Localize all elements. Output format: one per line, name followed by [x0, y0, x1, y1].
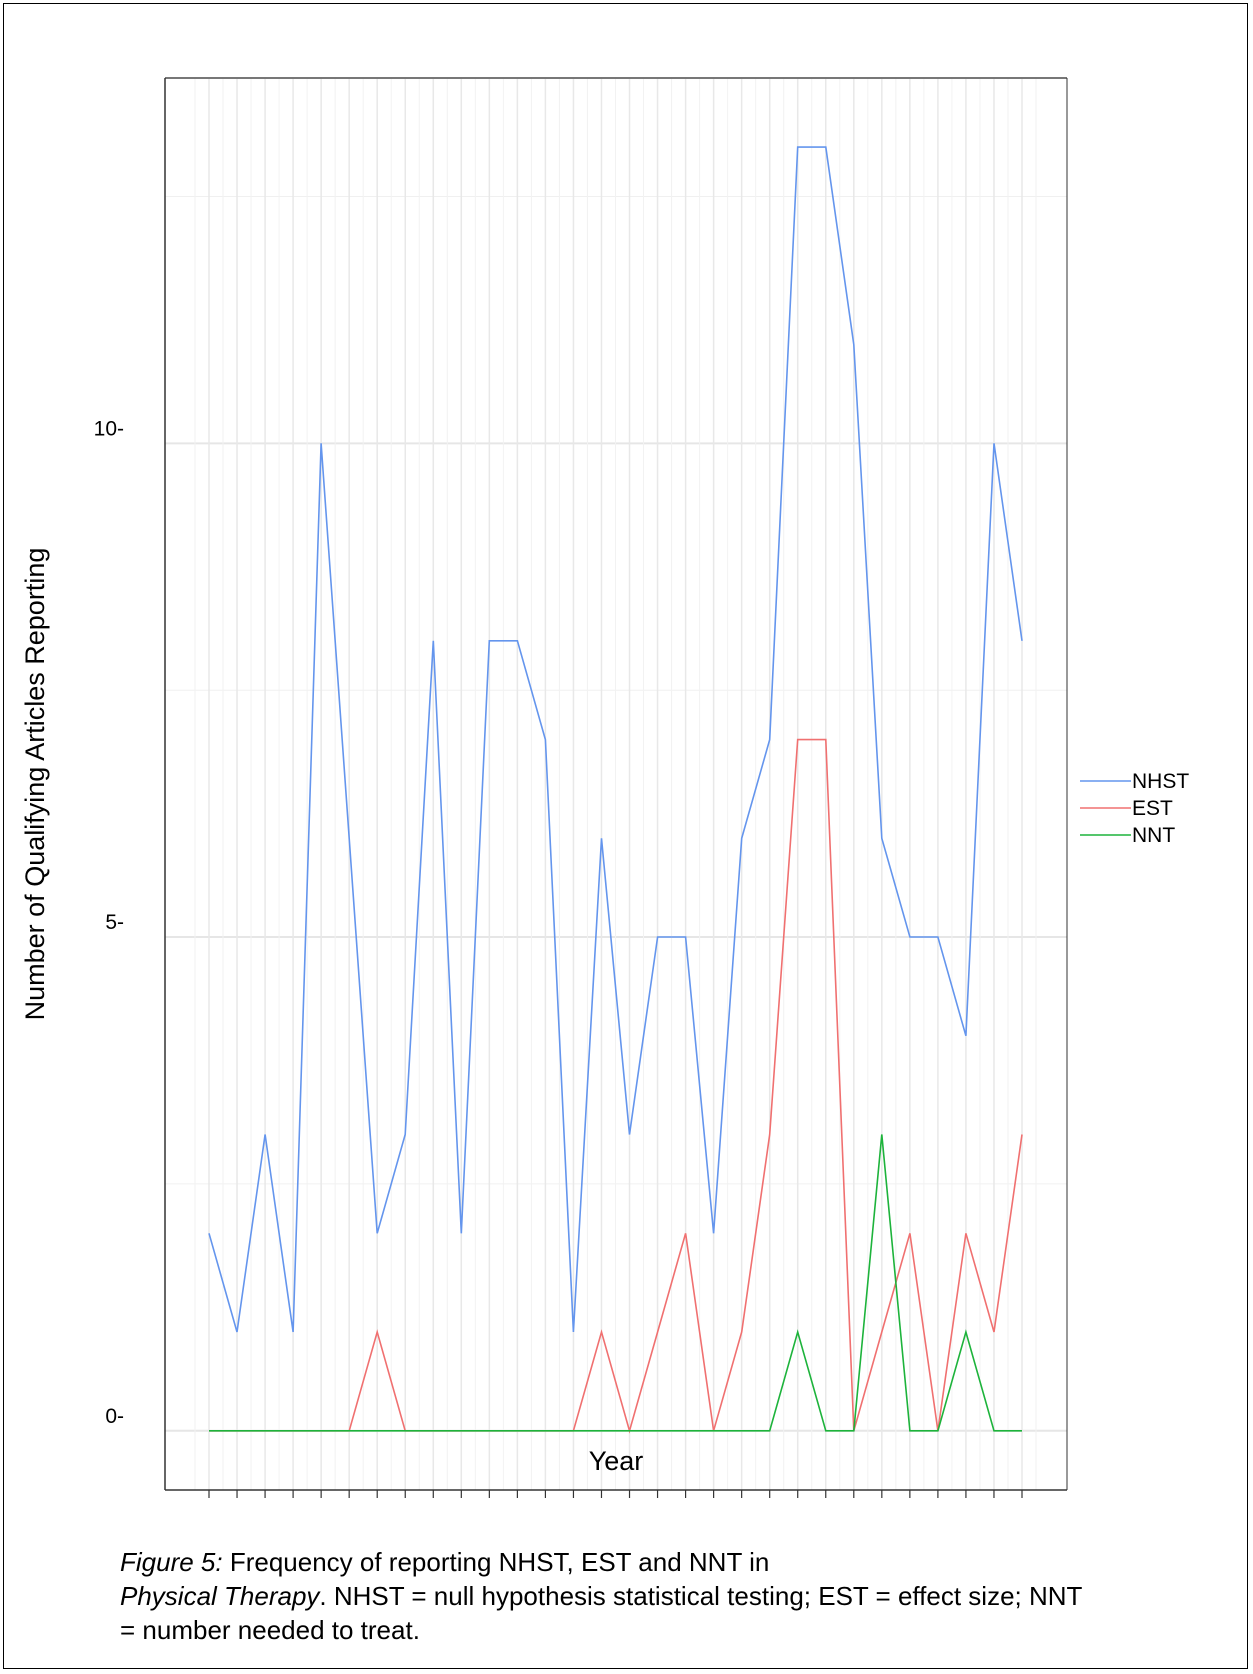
line-chart: 1989199019911992199319941995199619971998… — [20, 77, 1189, 1498]
legend-label-est: EST — [1132, 797, 1173, 820]
x-axis-title: Year — [589, 1446, 644, 1476]
legend-label-nhst: NHST — [1132, 770, 1189, 793]
y-tick-label: 0- — [105, 1405, 124, 1428]
legend-label-nnt: NNT — [1132, 824, 1175, 847]
legend: NHST EST NNT — [1080, 770, 1189, 847]
figure-caption: Figure 5: Frequency of reporting NHST, E… — [120, 1545, 1100, 1647]
y-axis-title: Number of Qualifying Articles Reporting — [20, 548, 50, 1021]
y-tick-label: 5- — [105, 911, 124, 934]
series-lines — [208, 146, 1023, 1434]
y-tick-labels: 0- 5- 10- — [94, 417, 124, 1427]
caption-text-2: . NHST = null hypothesis statistical tes… — [120, 1581, 1082, 1645]
caption-figure-label: Figure 5: — [120, 1547, 223, 1577]
gridlines — [165, 78, 1067, 1490]
series-line-nnt — [209, 1134, 1022, 1432]
figure-frame — [3, 3, 1248, 1669]
caption-text-1: Frequency of reporting NHST, EST and NNT… — [222, 1547, 770, 1577]
series-line-nhst — [208, 146, 1023, 1333]
x-tick-labels: 1989199019911992199319941995199619971998… — [208, 1490, 1023, 1498]
y-tick-label: 10- — [94, 417, 124, 440]
caption-journal: Physical Therapy — [120, 1581, 320, 1611]
